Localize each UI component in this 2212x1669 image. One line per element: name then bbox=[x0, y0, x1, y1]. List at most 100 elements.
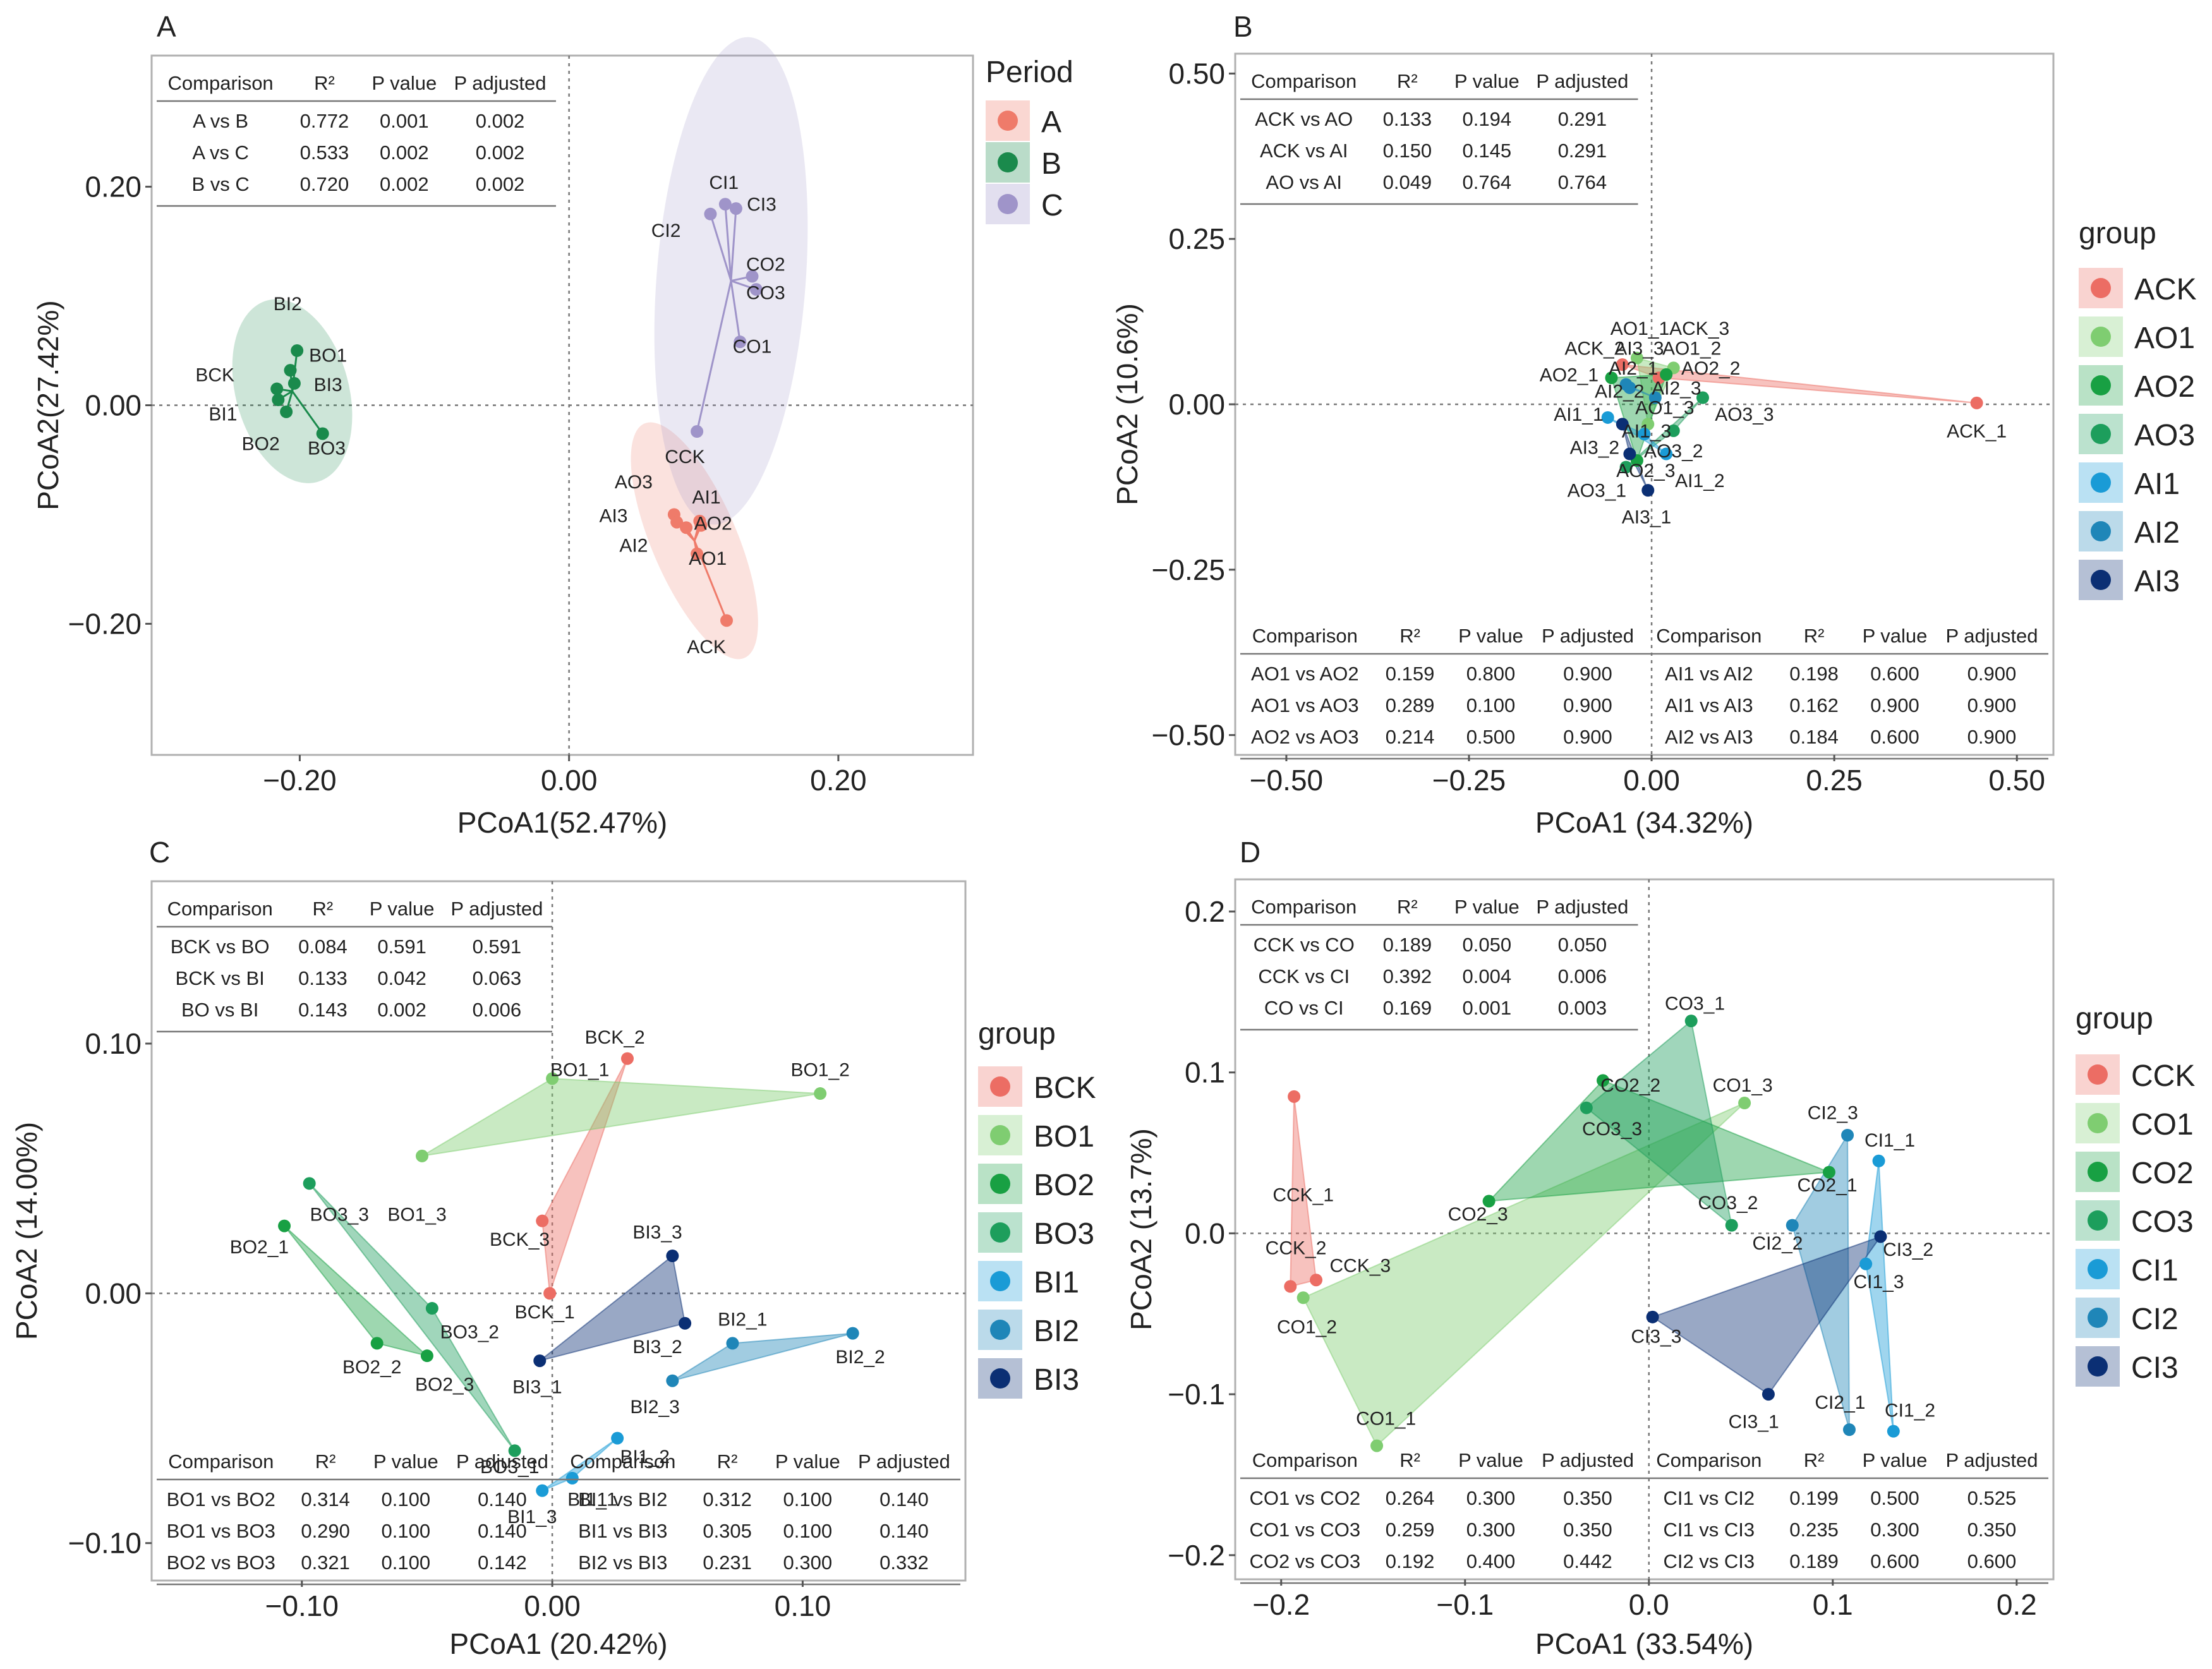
panel-c-table-bottom-right-cell: 0.140 bbox=[879, 1488, 929, 1510]
panel-b-x-tick-label: −0.25 bbox=[1432, 764, 1506, 797]
panel-a-table-top-left-header-cell: P value bbox=[372, 72, 437, 94]
panel-d-point-label: CI3_3 bbox=[1631, 1327, 1681, 1347]
panel-b-table-bottom-left-cell: 0.900 bbox=[1563, 694, 1612, 716]
panel-c-table-bottom-right-cell: BI1 vs BI3 bbox=[578, 1520, 667, 1542]
panel-c-legend-dot-bi1 bbox=[990, 1271, 1010, 1291]
panel-d-hull-cck bbox=[1290, 1096, 1317, 1287]
panel-c-table-top-left-cell: BCK vs BI bbox=[176, 967, 265, 989]
panel-c-y-tick-label: 0.00 bbox=[85, 1277, 142, 1310]
panel-b-table-bottom-left-cell: 0.214 bbox=[1386, 726, 1435, 748]
panel-c-table-top-left-header-cell: P adjusted bbox=[450, 898, 543, 920]
panel-a-point-label: AO2 bbox=[694, 514, 732, 534]
panel-a-point-bi1 bbox=[272, 393, 285, 406]
panel-d-point-label: CO3_3 bbox=[1582, 1119, 1642, 1140]
panel-d-point-label: CI2_3 bbox=[1808, 1103, 1858, 1124]
panel-d-x-tick-label: 0.1 bbox=[1813, 1588, 1853, 1621]
panel-d-table-bottom-left-cell: 0.192 bbox=[1386, 1550, 1435, 1572]
panel-d-legend-dot-cck bbox=[2088, 1064, 2108, 1085]
panel-d-table-bottom-left-header-cell: Comparison bbox=[1252, 1449, 1358, 1471]
panel-a-point-bo3 bbox=[316, 427, 329, 440]
panel-d-point-ci1-3 bbox=[1859, 1257, 1873, 1270]
panel-d-point-co1-1 bbox=[1370, 1439, 1384, 1452]
panel-a-point-ci3 bbox=[729, 202, 742, 215]
panel-a-point-ack bbox=[720, 614, 733, 627]
panel-a-spoke-c bbox=[730, 280, 741, 342]
panel-c-point-bo3-1 bbox=[508, 1444, 521, 1457]
panel-b-point-ai2-3 bbox=[1648, 391, 1662, 404]
panel-d-point-co1-2 bbox=[1296, 1291, 1310, 1304]
panel-b-point-ao1-3 bbox=[1641, 418, 1655, 431]
panel-d-table-top-left-cell: CCK vs CI bbox=[1258, 965, 1350, 987]
panel-d-table-bottom-right-cell: 0.199 bbox=[1789, 1487, 1839, 1509]
panel-d-table-bottom-left-cell: 0.350 bbox=[1563, 1519, 1612, 1541]
panel-d-table-bottom-right: Comparison R² P value P adjusted CI1 vs CI2 0… bbox=[1644, 1449, 2048, 1584]
panel-a-point-label: CO2 bbox=[746, 255, 785, 275]
panel-d-point-label: CI1_1 bbox=[1864, 1130, 1915, 1151]
panel-c-legend-dot-bi3 bbox=[990, 1368, 1010, 1389]
panel-c-table-bottom-right-cell: 0.231 bbox=[703, 1552, 752, 1574]
panel-b-table-top-left-header-cell: Comparison bbox=[1251, 70, 1357, 92]
panel-b-legend-title: group bbox=[2079, 217, 2156, 250]
panel-c-point-label: BO1_3 bbox=[387, 1205, 446, 1226]
panel-d-table-bottom-left-cell: 0.442 bbox=[1563, 1550, 1612, 1572]
panel-c-point-bo2-2 bbox=[370, 1337, 384, 1350]
panel-b-point-ai1-2 bbox=[1660, 447, 1673, 461]
panel-d-x-tick-label: 0.2 bbox=[1997, 1588, 2037, 1621]
panel-d-point-label: CO2_2 bbox=[1600, 1075, 1660, 1096]
panel-a-point-label: CO3 bbox=[746, 283, 785, 304]
panel-d-table-bottom-left-cell: CO1 vs CO2 bbox=[1249, 1487, 1360, 1509]
panel-b-legend-label-ao2: AO2 bbox=[2134, 370, 2195, 404]
panel-b-y-tick-label: −0.25 bbox=[1152, 553, 1225, 586]
panel-c-table-top-left-cell: 0.042 bbox=[377, 967, 426, 989]
panel-a-table-top-left: Comparison R² P value P adjusted A vs B 0.772… bbox=[157, 72, 556, 207]
panel-d-table-bottom-right-cell: CI1 vs CI2 bbox=[1663, 1487, 1755, 1509]
panel-b-legend-dot-ao1 bbox=[2091, 327, 2111, 347]
panel-b-table-bottom-right-cell: 0.600 bbox=[1870, 663, 1919, 685]
panel-a-point-label: AI2 bbox=[619, 535, 648, 556]
panel-c-table-bottom-right-cell: 0.100 bbox=[783, 1488, 833, 1510]
panel-d-table-bottom-right-cell: CI2 vs CI3 bbox=[1663, 1550, 1755, 1572]
panel-c-point-bo3-2 bbox=[425, 1302, 438, 1315]
panel-c-table-top-left-cell: 0.591 bbox=[473, 936, 522, 958]
panel-b-table-bottom-right-cell: AI1 vs AI3 bbox=[1665, 694, 1753, 716]
panel-c-table-top-left-header-cell: R² bbox=[313, 898, 334, 920]
panel-d-legend-label-co2: CO2 bbox=[2131, 1157, 2194, 1190]
panel-b-y-axis-title: PCoA2 (10.6%) bbox=[1111, 303, 1144, 505]
panel-d-table-bottom-right-cell: 0.525 bbox=[1967, 1487, 2017, 1509]
panel-d-point-label: CO1_1 bbox=[1356, 1408, 1416, 1429]
panel-d-legend-dot-ci1 bbox=[2088, 1259, 2108, 1279]
panel-d-table-bottom-right-cell: CI1 vs CI3 bbox=[1663, 1519, 1755, 1541]
panel-b-table-top-left-cell: ACK vs AI bbox=[1260, 140, 1348, 162]
panel-c-table-bottom-left-cell: 0.100 bbox=[382, 1520, 431, 1542]
panel-b-x-axis-title: PCoA1 (34.32%) bbox=[1535, 806, 1753, 839]
panel-b-legend-dot-ao2 bbox=[2091, 375, 2111, 395]
panel-c-point-bo1-1 bbox=[546, 1072, 559, 1085]
panel-d-y-tick-label: −0.1 bbox=[1168, 1378, 1225, 1411]
panel-c-table-bottom-left-cell: 0.321 bbox=[301, 1552, 350, 1574]
panel-d-x-tick-label: −0.1 bbox=[1436, 1588, 1494, 1621]
panel-c-point-bck-3 bbox=[536, 1214, 549, 1227]
panel-d-point-cck-3 bbox=[1310, 1274, 1323, 1287]
panel-b-point-ai3-1 bbox=[1641, 484, 1655, 497]
panel-d-table-bottom-left-cell: 0.400 bbox=[1466, 1550, 1516, 1572]
panel-b-table-top-left-cell: 0.194 bbox=[1463, 108, 1512, 130]
panel-c-legend-label-bi2: BI2 bbox=[1034, 1315, 1079, 1348]
panel-c-table-top-left-cell: 0.006 bbox=[473, 999, 522, 1021]
panel-b-table-bottom-right-cell: 0.900 bbox=[1967, 663, 2017, 685]
panel-c-table-bottom-left: Comparison R² P value P adjusted BO1 vs BO2 0… bbox=[157, 1450, 559, 1586]
panel-d-point-label: CO2_3 bbox=[1448, 1204, 1508, 1225]
panel-d-table-bottom-left-cell: 0.300 bbox=[1466, 1487, 1516, 1509]
panel-d-point-ci2-1 bbox=[1842, 1423, 1856, 1437]
panel-a-point-ao1 bbox=[691, 547, 704, 560]
panel-b-legend-label-ai3: AI3 bbox=[2134, 565, 2180, 598]
panel-c-table-top-left: Comparison R² P value P adjusted BCK vs BO 0.… bbox=[157, 898, 552, 1033]
panel-a-point-label: BO1 bbox=[309, 345, 347, 366]
panel-c-hull-bck bbox=[541, 1058, 628, 1294]
panel-b-point-label: ACK_2 bbox=[1564, 338, 1624, 359]
panel-c: C BCK_2 BO1_1 BO1_2 BO1_3 BO3_3 BCK_3 BI3_3 BO2_… bbox=[10, 836, 1096, 1660]
panel-b-point-ao3-1 bbox=[1619, 461, 1633, 474]
panel-c-point-label: BO1_1 bbox=[550, 1059, 609, 1080]
panel-b-table-bottom-right-cell: 0.900 bbox=[1870, 694, 1919, 716]
panel-d-point-label: CCK_2 bbox=[1266, 1238, 1327, 1258]
panel-c-table-bottom-right-cell: 0.305 bbox=[703, 1520, 752, 1542]
